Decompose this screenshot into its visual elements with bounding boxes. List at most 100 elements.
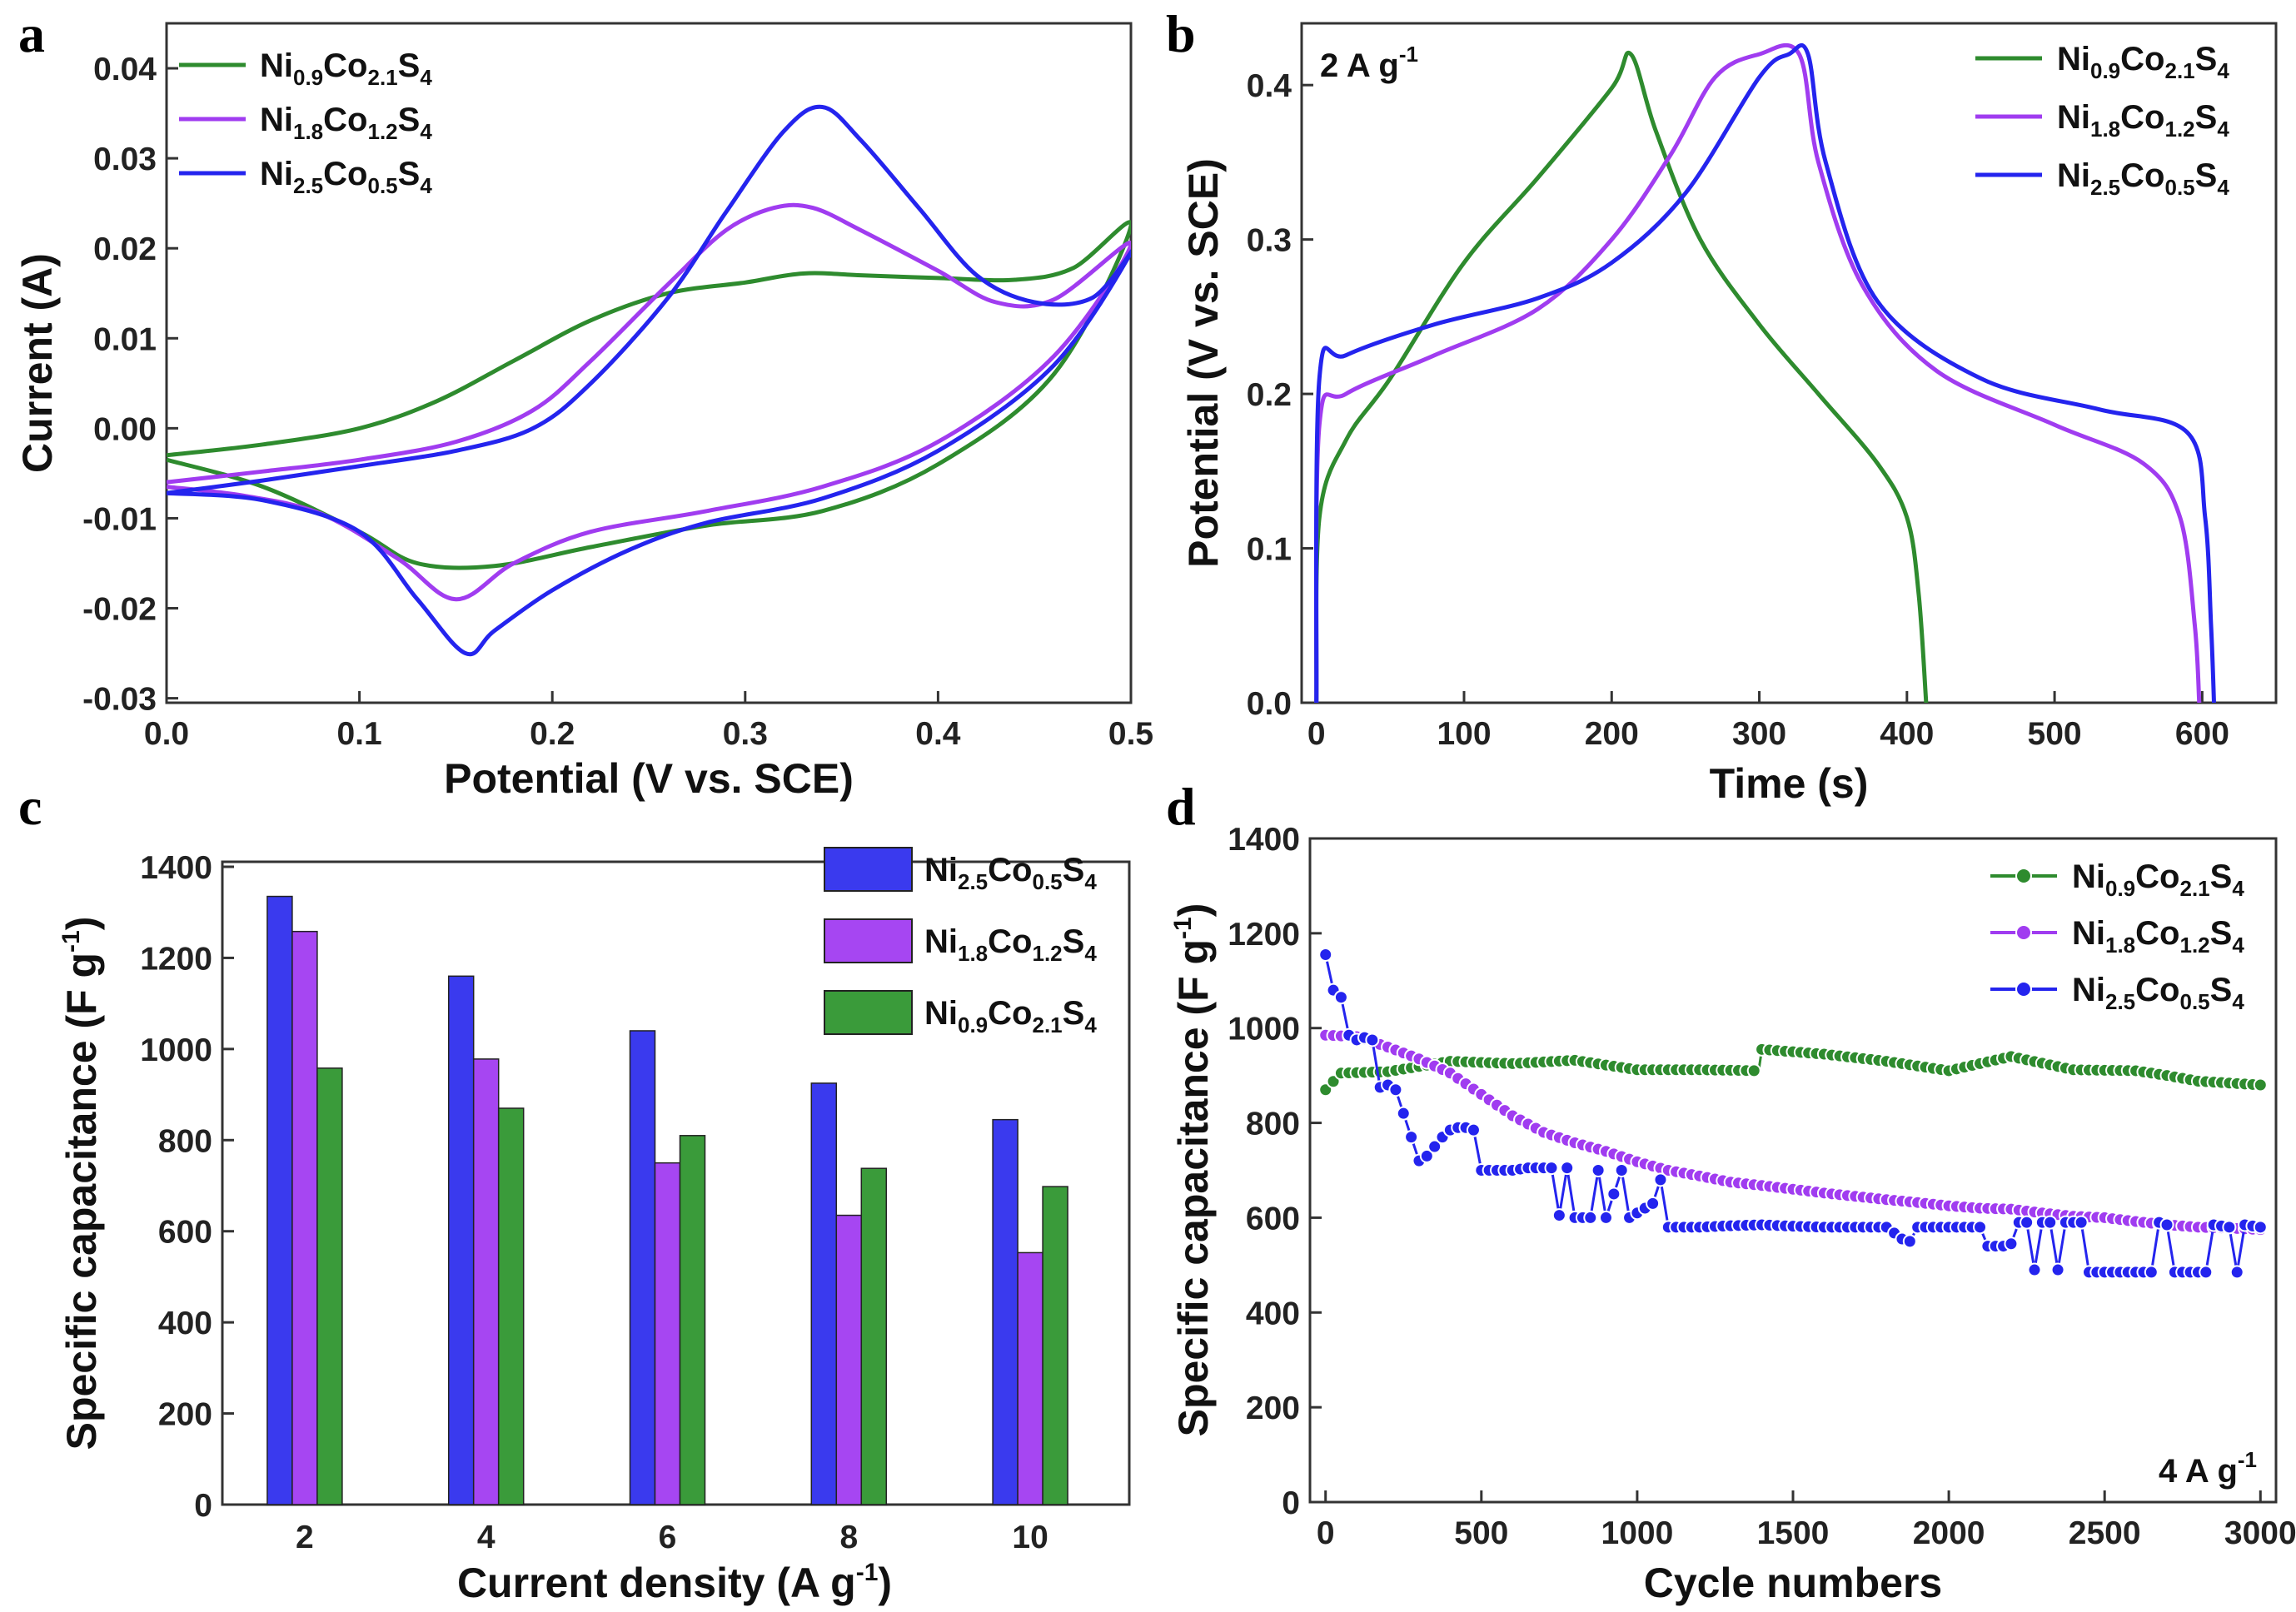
panel-c-bar-0-0 — [266, 895, 293, 1505]
panel-d-series-2-point — [2004, 1236, 2019, 1251]
panel-c-x-tick-label: 8 — [839, 1520, 858, 1555]
panel-c-bar-2-4 — [1042, 1186, 1068, 1505]
panel-d-series-2-point — [1544, 1161, 1559, 1176]
panel-d-ticks: 0 500 1000 1500 2000 2500 3000 0 200 400 600 800 100… — [1228, 822, 2296, 1551]
panel-b-x-tick-label: 100 — [1437, 716, 1491, 752]
panel-d-series-2-point — [1404, 1130, 1419, 1145]
panel-d-series-2-point — [1333, 990, 1348, 1005]
legend-b-item-ni09: Ni0.9Co2.1S4 — [1975, 41, 2229, 83]
panel-b-legend: Ni0.9Co2.1S4 Ni1.8Co1.2S4 Ni2.5Co0.5S4 — [1975, 41, 2229, 200]
legend-d-label-ni09: Ni0.9Co2.1S4 — [2072, 858, 2244, 901]
panel-d-x-tick-label: 2000 — [1913, 1515, 1985, 1551]
panel-d-series-0-point — [1746, 1063, 1761, 1078]
panel-a-y-tick-label: 0.04 — [93, 52, 157, 87]
panel-a-x-title: Potential (V vs. SCE) — [444, 755, 854, 802]
panel-d-series-2-point — [1646, 1196, 1661, 1211]
panel-b-y-tick-label: 0.1 — [1247, 532, 1292, 568]
panel-b-series-2-line — [1314, 42, 2216, 703]
panel-c-y-tick-label: 1400 — [140, 850, 212, 886]
panel-c-letter: c — [18, 777, 42, 836]
panel-a-y-tick-label: 0.02 — [93, 231, 157, 267]
panel-d-y-tick-label: 600 — [1246, 1201, 1300, 1236]
panel-d-x-tick-label: 2500 — [2069, 1515, 2141, 1551]
panel-a-x-tick-label: 0.1 — [336, 716, 381, 752]
legend-d-marker-ni18 — [2015, 924, 2032, 941]
panel-d-y-tick-label: 200 — [1246, 1391, 1300, 1426]
panel-d-series-2-point — [2027, 1262, 2042, 1277]
panel-c-y-tick-label: 1200 — [140, 941, 212, 977]
legend-d-item-ni09: Ni0.9Co2.1S4 — [1990, 858, 2244, 901]
panel-b-x-tick-label: 0 — [1307, 716, 1326, 752]
panel-d-series-2-point — [1902, 1234, 1917, 1249]
panel-c-bar-0-3 — [810, 1082, 838, 1505]
legend-d-label-ni25: Ni2.5Co0.5S4 — [2072, 972, 2244, 1014]
panel-b-x-tick-label: 500 — [2028, 716, 2082, 752]
panel-d-series-2-point — [1388, 1082, 1403, 1097]
legend-b-item-ni25: Ni2.5Co0.5S4 — [1975, 157, 2229, 200]
panel-c-y-tick-label: 1000 — [140, 1032, 212, 1068]
panel-c-bar-1-4 — [1017, 1251, 1043, 1505]
panel-b-y-title: Potential (V vs. SCE) — [1180, 158, 1227, 568]
panel-d-series-2-point — [2229, 1265, 2244, 1280]
panel-b-rate-annotation: 2 A g-1 — [1320, 42, 1418, 84]
panel-c-bar-1-2 — [654, 1162, 681, 1505]
legend-label-ni18: Ni1.8Co1.2S4 — [260, 102, 432, 144]
panel-d-y-tick-label: 1400 — [1228, 822, 1300, 858]
panel-c-y-tick-label: 400 — [158, 1306, 212, 1341]
panel-d-series-2-point — [1591, 1163, 1606, 1177]
panel-b-series-1-line — [1314, 42, 2202, 703]
panel-d-series-2-point — [1598, 1210, 1613, 1225]
panel-d-y-tick-label: 400 — [1246, 1296, 1300, 1331]
panel-c-bar-1-1 — [472, 1058, 500, 1505]
panel-a-x-tick-label: 0.2 — [530, 716, 575, 752]
panel-c-ticks: 0 200 400 600 800 1000 1200 1400 2 4 6 8 10 — [140, 850, 1048, 1555]
panel-d-letter: d — [1166, 777, 1196, 836]
panel-b-y-tick-label: 0.2 — [1247, 377, 1292, 413]
panel-a: a 0.0 0.1 0.2 0.3 0.4 0.5-0.03-0.02-0.010.000… — [14, 4, 1153, 802]
panel-d-series-2-point — [1583, 1210, 1598, 1225]
panel-c-bar-2-3 — [860, 1167, 888, 1505]
legend-c-label-ni25: Ni2.5Co0.5S4 — [924, 852, 1097, 894]
panel-c-bar-0-1 — [447, 975, 475, 1505]
legend-c-label-ni09: Ni0.9Co2.1S4 — [924, 995, 1097, 1037]
panel-a-y-tick-label: -0.01 — [82, 501, 157, 537]
panel-c-y-tick-label: 200 — [158, 1397, 212, 1433]
legend-c-swatch-ni25 — [824, 847, 913, 892]
legend-b-label-ni09: Ni0.9Co2.1S4 — [2057, 41, 2229, 83]
panel-c: c 0 200 400 600 800 1000 1200 1400 2 4 6 8 10 Curren… — [18, 777, 1131, 1606]
panel-c-x-tick-label: 4 — [477, 1520, 496, 1555]
panel-c-x-tick-label: 10 — [1012, 1520, 1048, 1555]
panel-a-y-tick-label: 0.01 — [93, 321, 157, 357]
panel-d-series-2-point — [2199, 1265, 2214, 1280]
panel-a-x-tick-label: 0.3 — [723, 716, 768, 752]
panel-a-y-tick-label: 0.03 — [93, 142, 157, 177]
legend-d-marker-ni25 — [2015, 981, 2032, 998]
legend-d-item-ni18: Ni1.8Co1.2S4 — [1990, 915, 2244, 958]
panel-d-series-2-point — [2074, 1215, 2089, 1230]
panel-a-series-0-line — [167, 220, 1131, 570]
panel-d-series-2-point — [1318, 947, 1333, 962]
legend-c-item-ni18: Ni1.8Co1.2S4 — [824, 918, 1097, 966]
panel-d-series-2-point — [2222, 1220, 2237, 1235]
panel-c-y-title: Specific capacitance (F g-1) — [57, 917, 105, 1450]
panel-b-x-tick-label: 400 — [1880, 716, 1934, 752]
panel-b-frame — [1300, 22, 2278, 704]
legend-label-ni25: Ni2.5Co0.5S4 — [260, 156, 432, 198]
panel-c-x-tick-label: 2 — [296, 1520, 314, 1555]
panel-d-x-tick-label: 0 — [1317, 1515, 1335, 1551]
panel-a-plot-area — [167, 104, 1131, 657]
legend-c-item-ni25: Ni2.5Co0.5S4 — [824, 847, 1097, 894]
panel-d-x-tick-label: 1500 — [1757, 1515, 1830, 1551]
panel-d-series-2-point — [2043, 1215, 2058, 1230]
panel-a-ticks: 0.0 0.1 0.2 0.3 0.4 0.5 -0.03 -0.02 -0.01 0.00 0.0… — [82, 52, 1153, 752]
legend-item-ni18: Ni1.8Co1.2S4 — [179, 102, 432, 144]
legend-b-label-ni18: Ni1.8Co1.2S4 — [2057, 99, 2229, 142]
panel-d-series-0-point — [2253, 1077, 2268, 1092]
panel-d-y-title: Specific capacitance (F g-1) — [1169, 903, 1217, 1437]
panel-a-y-tick-label: -0.02 — [82, 592, 157, 628]
panel-d-series-2-point — [1973, 1220, 1988, 1235]
panel-a-y-title: Current (A) — [14, 253, 61, 473]
panel-b-letter: b — [1166, 4, 1196, 63]
panel-c-x-title: Current density (A g-1) — [457, 1559, 892, 1606]
panel-d-x-title: Cycle numbers — [1644, 1560, 1942, 1606]
